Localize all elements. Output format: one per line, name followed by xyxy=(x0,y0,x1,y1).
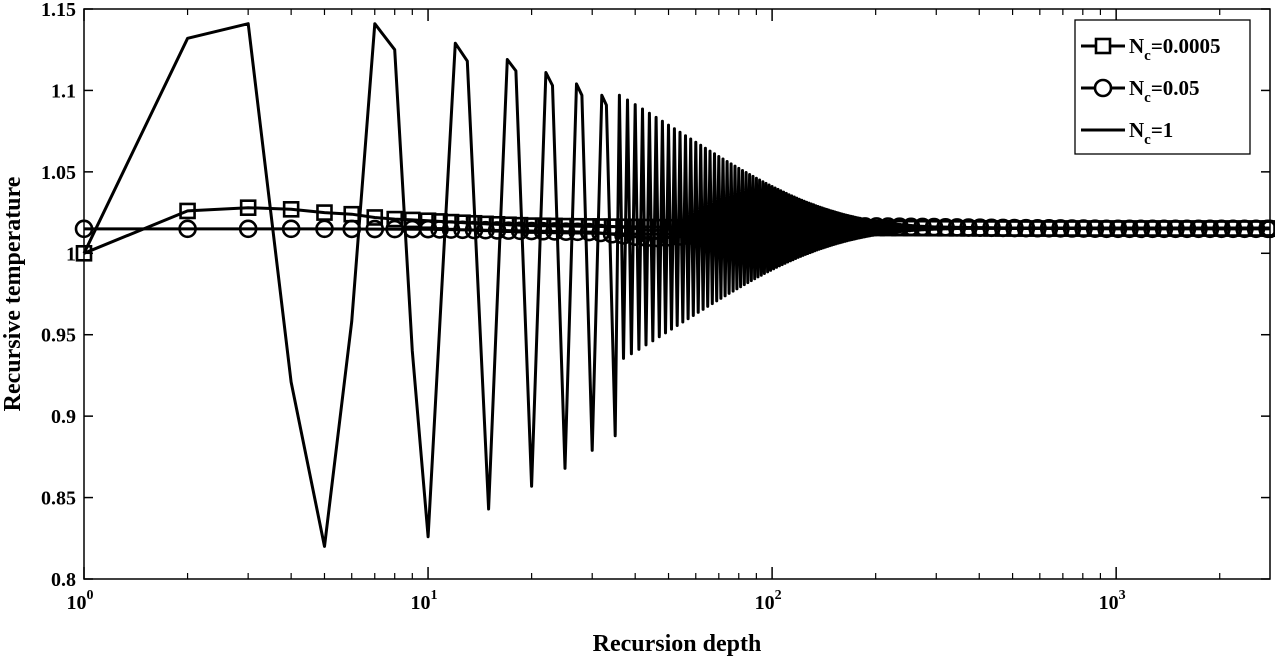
circle-marker xyxy=(430,220,449,239)
circle-marker xyxy=(602,224,622,244)
legend-label: Nc=1 xyxy=(1129,118,1173,148)
x-tick-label: 103 xyxy=(1099,588,1126,614)
circle-marker xyxy=(365,219,385,239)
circle-marker xyxy=(533,221,553,241)
circle-marker xyxy=(418,219,438,239)
legend-label: Nc=0.05 xyxy=(1129,76,1200,106)
legend-label: Nc=0.0005 xyxy=(1129,34,1221,64)
circle-marker xyxy=(510,221,530,241)
legend-item: Nc=0.0005 xyxy=(1081,34,1221,64)
series-3 xyxy=(82,22,1272,548)
y-tick-label: 0.95 xyxy=(41,325,76,347)
y-tick-label: 1.15 xyxy=(41,0,76,21)
x-tick-label: 100 xyxy=(67,588,94,614)
y-tick-label: 1.1 xyxy=(51,80,76,102)
circle-marker xyxy=(487,221,507,240)
circle-marker xyxy=(441,220,461,239)
square-marker xyxy=(179,202,196,220)
legend-circle-marker xyxy=(1093,78,1113,98)
plot-frame xyxy=(83,8,1271,580)
x-tick-label: 102 xyxy=(755,588,782,614)
x-tick-label: 101 xyxy=(411,588,438,614)
legend-square-marker xyxy=(1094,37,1112,55)
y-tick-label: 0.8 xyxy=(51,569,76,591)
circle-marker xyxy=(281,219,301,239)
circle-marker xyxy=(476,220,495,240)
square-marker xyxy=(366,209,384,226)
series-line xyxy=(82,22,1272,548)
circle-marker xyxy=(614,226,633,245)
legend-item: Nc=0.05 xyxy=(1081,76,1200,106)
y-tick-label: 1.05 xyxy=(41,162,76,184)
y-tick-label: 1 xyxy=(66,243,76,265)
y-axis-title: Recursive temperature xyxy=(0,176,26,411)
x-axis-title: Recursion depth xyxy=(593,631,762,657)
square-marker xyxy=(239,199,257,216)
circle-marker xyxy=(385,219,405,239)
legend-item: Nc=1 xyxy=(1081,118,1173,148)
circle-marker xyxy=(238,219,258,239)
y-tick-label: 0.85 xyxy=(41,488,76,510)
circle-marker xyxy=(178,219,197,239)
circle-marker xyxy=(315,219,334,239)
circle-marker xyxy=(453,220,472,240)
square-marker xyxy=(282,201,300,218)
circle-marker xyxy=(545,222,564,241)
square-marker xyxy=(386,210,404,228)
y-tick-label: 0.9 xyxy=(51,406,76,428)
